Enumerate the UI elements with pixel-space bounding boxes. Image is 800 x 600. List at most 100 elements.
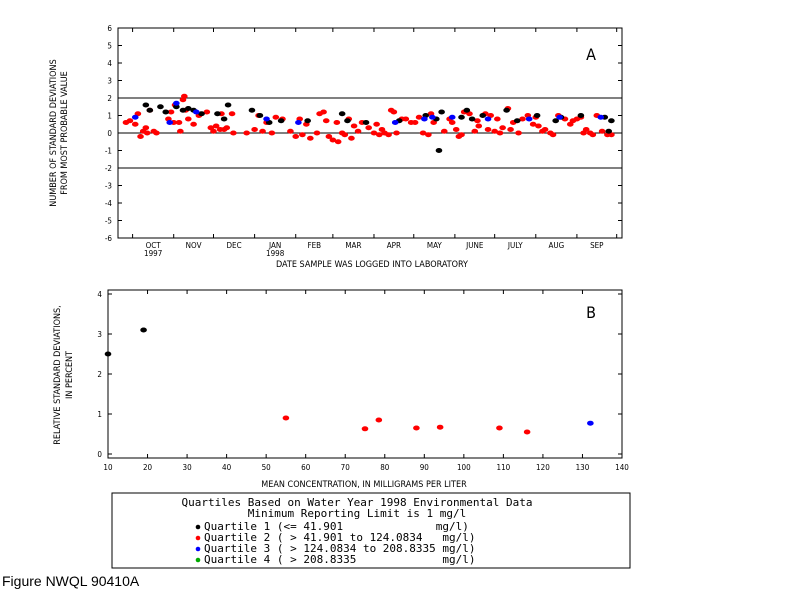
- panel-a-x-tick-label: FEB: [307, 241, 321, 250]
- panel-a-point-q2: [307, 135, 314, 141]
- panel-a-point-q2: [385, 132, 392, 138]
- panel-a-point-q1: [503, 107, 510, 113]
- legend-marker-q4: [195, 557, 201, 563]
- panel-a-y-tick-label: 0: [107, 129, 112, 138]
- legend-item-q1: Quartile 1 (<= 41.901 mg/l): [204, 520, 469, 533]
- panel-b-x-tick-label: 80: [380, 463, 390, 472]
- panel-a-point-q2: [458, 132, 465, 138]
- panel-b-x-tick-label: 130: [576, 463, 590, 472]
- panel-a-point-q2: [350, 123, 358, 129]
- panel-a-point-q1: [468, 116, 476, 122]
- panel-a-point-q2: [142, 125, 150, 131]
- panel-a-point-q3: [166, 120, 174, 125]
- panel-b-x-tick-label: 70: [341, 463, 351, 472]
- panel-a-x-tick-label: MAR: [345, 241, 361, 250]
- panel-b-x-tick-label: 10: [103, 463, 113, 472]
- panel-b-point-q2: [413, 425, 420, 431]
- panel-a-y-tick-label: -4: [105, 199, 113, 208]
- panel-a-x-tick-year: 1998: [266, 249, 285, 258]
- panel-a-point-q2: [292, 134, 300, 139]
- panel-a-point-q1: [435, 148, 443, 153]
- panel-b-x-tick-label: 100: [457, 463, 471, 472]
- panel-a-x-tick-label: NOV: [186, 241, 202, 250]
- panel-a-point-q2: [175, 120, 183, 125]
- panel-a-point-q1: [157, 104, 164, 110]
- panel-a-y-tick-label: -2: [105, 164, 112, 173]
- panel-a-point-q2: [203, 109, 211, 115]
- panel-a-point-q2: [354, 128, 362, 134]
- panel-a-x-tick-label: AUG: [548, 241, 564, 250]
- panel-a-x-tick-label: JUNE: [465, 241, 484, 250]
- panel-b-x-tick-label: 30: [182, 463, 192, 472]
- legend-marker-q3: [195, 546, 201, 552]
- panel-a-x-tick-label: OCT: [146, 241, 162, 250]
- panel-a-x-tick-label: JAN: [268, 241, 281, 250]
- legend-subtitle: Minimum Reporting Limit is 1 mg/l: [248, 507, 467, 520]
- panel-a-point-q1: [256, 113, 264, 118]
- panel-a-point-q1: [173, 104, 180, 110]
- panel-b-x-tick-label: 20: [143, 463, 153, 472]
- panel-a-reference-lines: [118, 97, 622, 169]
- panel-a-y-tick-label: -1: [105, 147, 112, 156]
- panel-a-point-q3: [429, 114, 436, 120]
- panel-a-point-q2: [471, 128, 479, 134]
- panel-a-point-q3: [525, 116, 533, 122]
- panel-a-letter: A: [586, 45, 596, 64]
- panel-a-y-tick-label: -3: [105, 182, 112, 191]
- panel-a-point-q2: [375, 132, 383, 138]
- panel-a-point-q2: [131, 121, 139, 127]
- figure-id: Figure NWQL 90410A: [2, 573, 140, 589]
- panel-b-x-tick-label: 90: [420, 463, 430, 472]
- panel-b-y-label-line1: RELATIVE STANDARD DEVIATIONS,: [53, 305, 63, 444]
- panel-a-point-q2: [499, 125, 506, 131]
- panel-a-point-q2: [507, 127, 514, 132]
- panel-a-point-q2: [365, 125, 372, 131]
- panel-a-point-q1: [146, 107, 154, 113]
- panel-b-point-q2: [375, 417, 383, 423]
- panel-a-point-q2: [268, 130, 276, 136]
- panel-a-point-q2: [348, 135, 355, 141]
- legend-items: Quartile 1 (<= 41.901 mg/l)Quartile 2 ( …: [195, 520, 476, 566]
- panel-a-point-q1: [577, 113, 585, 118]
- panel-b-x-tick-label: 40: [222, 463, 232, 472]
- panel-a-point-q2: [153, 130, 160, 136]
- legend-item-q2: Quartile 2 ( > 41.901 to 124.0834 mg/l): [204, 531, 476, 544]
- panel-a-point-q2: [223, 125, 231, 131]
- panel-a-point-q2: [402, 116, 410, 122]
- panel-a-point-q2: [341, 132, 349, 138]
- panel-a-point-q2: [390, 109, 398, 115]
- legend-box: [111, 492, 631, 569]
- panel-a-point-q1: [344, 118, 351, 124]
- panel-a-point-q2: [325, 134, 333, 139]
- panel-b-point-q1: [104, 351, 112, 357]
- panel-a-x-tick-label: JULY: [507, 241, 523, 250]
- panel-a-point-q2: [411, 120, 419, 125]
- panel-a-point-q3: [448, 114, 456, 120]
- panel-b-point-q1: [140, 327, 147, 333]
- panel-a-point-q2: [529, 121, 537, 127]
- panel-a-point-q2: [143, 130, 151, 136]
- panel-a-point-q2: [287, 128, 294, 134]
- panel-b-x-label: MEAN CONCENTRATION, IN MILLIGRAMS PER LI…: [261, 480, 467, 490]
- panel-b-x-axis: 10 20 30 40 50 60 70 80 90 100 110 120 130 140: [103, 290, 629, 472]
- panel-a-point-q2: [334, 139, 342, 145]
- panel-a-x-tick-year: 1997: [144, 249, 162, 258]
- panel-a-point-q2: [515, 130, 522, 136]
- panel-a-y-tick-label: -6: [105, 234, 113, 243]
- panel-a-point-q2: [535, 123, 542, 129]
- panel-a-point-q2: [177, 128, 184, 134]
- panel-a-point-q2: [494, 116, 501, 122]
- panel-a-point-q2: [541, 127, 549, 132]
- panel-a-point-q2: [491, 128, 498, 134]
- panel-a-point-q2: [589, 132, 597, 138]
- panel-a-point-q2: [484, 127, 492, 132]
- panel-a-point-q3: [192, 109, 200, 115]
- panel-a-point-q2: [230, 130, 237, 136]
- panel-a-point-q1: [458, 114, 465, 120]
- panel-a-y-label-line2: FROM MOST PROBABLE VALUE: [60, 71, 70, 195]
- panel-a-y-tick-label: 4: [107, 59, 112, 68]
- panel-a-point-q2: [496, 130, 504, 136]
- panel-a-point-q1: [184, 106, 192, 111]
